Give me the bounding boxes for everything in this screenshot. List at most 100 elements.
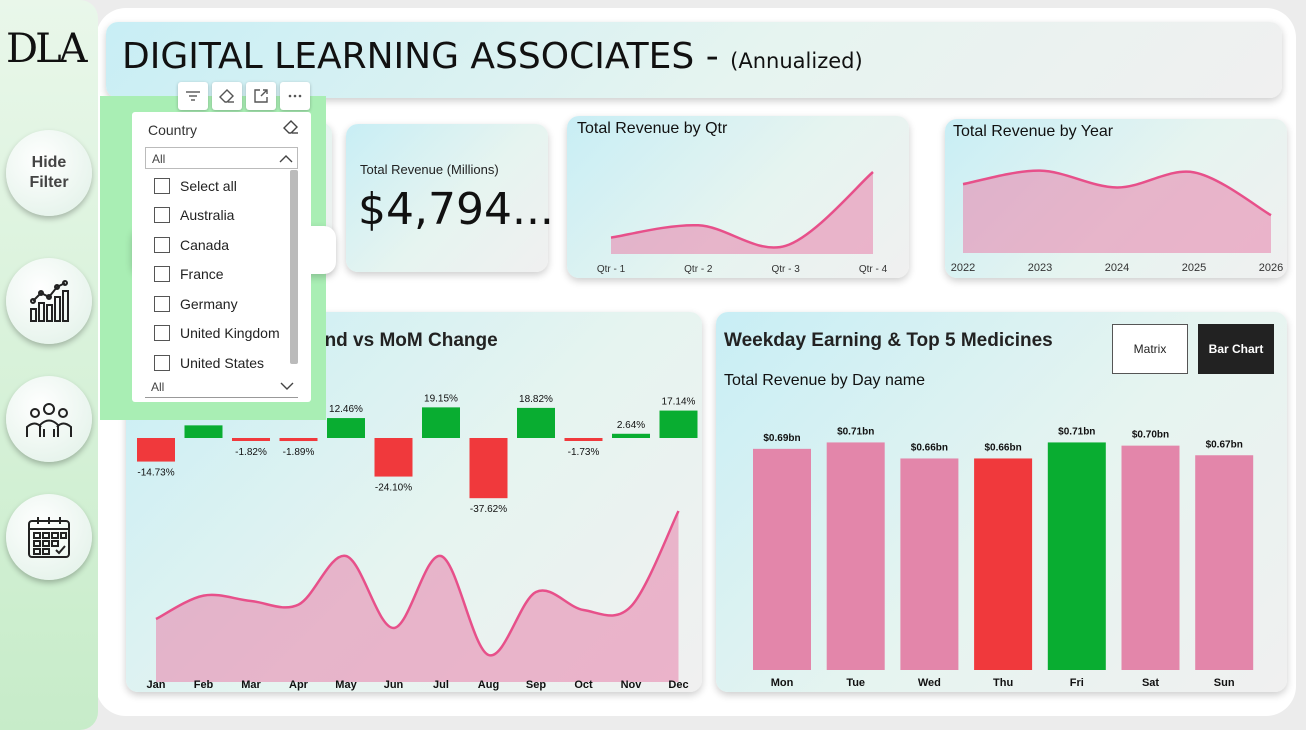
- checkbox[interactable]: [154, 266, 170, 282]
- year-tick-label: 2022: [951, 262, 975, 274]
- weekday-data-label: $0.70bn: [1132, 430, 1169, 441]
- kpi-label: Total Revenue (Millions): [360, 162, 499, 177]
- mom-bar: [279, 438, 318, 442]
- focus-mode-icon[interactable]: [246, 82, 276, 110]
- weekday-data-label: $0.66bn: [911, 442, 948, 453]
- nav-calendar-button[interactable]: [6, 494, 92, 580]
- matrix-toggle-button[interactable]: Matrix: [1112, 324, 1188, 374]
- weekday-day-label: Wed: [918, 677, 941, 689]
- option-france[interactable]: France: [154, 264, 224, 284]
- mom-bar: [469, 438, 508, 499]
- slicer-dropdown-value: All: [152, 152, 166, 166]
- mom-data-label: -1.73%: [568, 447, 600, 458]
- qtr-chart-title: Total Revenue by Qtr: [577, 120, 728, 137]
- weekday-bar: [1121, 445, 1180, 670]
- title-bar: DIGITAL LEARNING ASSOCIATES - (Annualize…: [106, 22, 1282, 98]
- mom-data-label: -1.89%: [283, 447, 315, 458]
- checkbox[interactable]: [154, 237, 170, 253]
- weekday-bar: [974, 458, 1033, 670]
- mom-month-label: Oct: [574, 679, 593, 691]
- qtr-tick-label: Qtr - 4: [859, 264, 888, 275]
- mom-bar: [374, 438, 413, 477]
- mom-month-label: Dec: [668, 679, 688, 691]
- slicer-title: Country: [148, 122, 198, 138]
- option-select-all[interactable]: Select all: [154, 176, 237, 196]
- weekday-bar: [900, 458, 959, 670]
- eraser-icon[interactable]: [212, 82, 242, 110]
- page-subtitle: (Annualized): [730, 49, 863, 73]
- checkbox[interactable]: [154, 325, 170, 341]
- weekday-day-label: Sat: [1142, 677, 1159, 689]
- option-australia[interactable]: Australia: [154, 205, 234, 225]
- mom-month-label: Aug: [478, 679, 499, 691]
- mom-data-label: 17.14%: [662, 397, 696, 408]
- qtr-tick-label: Qtr - 1: [597, 264, 626, 275]
- mom-bar: [517, 407, 555, 438]
- hide-filter-label-2: Filter: [29, 174, 69, 191]
- nav-people-button[interactable]: [6, 376, 92, 462]
- year-line: [962, 169, 1272, 217]
- option-united-states[interactable]: United States: [154, 353, 264, 373]
- nav-sales-button[interactable]: [6, 258, 92, 344]
- more-options-icon[interactable]: [280, 82, 310, 110]
- weekday-chart-subtitle: Total Revenue by Day name: [724, 372, 925, 389]
- mom-data-label: 12.46%: [329, 404, 363, 415]
- kpi-value: $4,794...: [358, 184, 554, 235]
- trend-area: [156, 511, 679, 682]
- chevron-up-icon: [279, 148, 293, 170]
- mom-month-label: Nov: [621, 679, 643, 691]
- weekday-chart-card[interactable]: Weekday Earning & Top 5 Medicines Matrix…: [716, 312, 1287, 692]
- mom-data-label: 2.64%: [617, 420, 645, 431]
- mom-data-label: -1.82%: [235, 447, 267, 458]
- qtr-chart: Qtr - 1 Qtr - 2 Qtr - 3 Qtr - 4: [597, 171, 888, 275]
- bar-chart-toggle-button[interactable]: Bar Chart: [1198, 324, 1274, 374]
- mom-data-label: 18.82%: [519, 394, 553, 405]
- calendar-icon: [28, 517, 70, 558]
- slicer-footer-dropdown[interactable]: All: [145, 376, 298, 398]
- slicer-dropdown[interactable]: All: [145, 147, 298, 169]
- page-title: DIGITAL LEARNING ASSOCIATES - (Annualize…: [122, 36, 863, 77]
- option-united-kingdom[interactable]: United Kingdom: [154, 323, 280, 343]
- year-tick-label: 2026: [1259, 262, 1283, 274]
- hide-filter-button[interactable]: Hide Filter: [6, 130, 92, 216]
- weekday-day-label: Mon: [771, 677, 794, 689]
- weekday-day-label: Tue: [846, 677, 865, 689]
- filter-icon[interactable]: [178, 82, 208, 110]
- checkbox[interactable]: [154, 207, 170, 223]
- mom-bar: [422, 407, 460, 438]
- slicer-options-list: Select all Australia Canada France Germa…: [146, 170, 296, 373]
- weekday-data-label: $0.71bn: [1058, 426, 1095, 437]
- mom-data-label: 19.15%: [424, 393, 458, 404]
- mom-month-label: Sep: [526, 679, 546, 691]
- checkbox[interactable]: [154, 178, 170, 194]
- year-chart-title: Total Revenue by Year: [953, 123, 1114, 140]
- weekday-day-label: Thu: [993, 677, 1013, 689]
- qtr-area: [611, 172, 873, 254]
- line-chart-icon: [30, 280, 69, 322]
- mom-data-label: -24.10%: [375, 483, 412, 494]
- chevron-down-icon: [280, 376, 294, 398]
- weekday-chart-title: Weekday Earning & Top 5 Medicines: [724, 330, 1053, 351]
- mom-chart: -14.73% -1.82% -1.89% 12.46% -24.10% 19.15% -3…: [137, 393, 698, 691]
- mom-data-label: -14.73%: [137, 468, 174, 479]
- mom-bar: [184, 425, 223, 438]
- mom-bar: [137, 438, 175, 462]
- slicer-footer-value: All: [151, 380, 165, 394]
- qtr-chart-card[interactable]: Total Revenue by Qtr Qtr - 1 Qtr - 2 Qtr -…: [567, 116, 909, 278]
- checkbox[interactable]: [154, 355, 170, 371]
- trend-line: [155, 510, 680, 657]
- clear-selection-icon[interactable]: [283, 120, 299, 138]
- mom-bar: [232, 438, 270, 441]
- people-icon: [26, 403, 72, 437]
- mom-month-label: May: [335, 679, 357, 691]
- dla-logo: DLA: [6, 26, 88, 72]
- option-germany[interactable]: Germany: [154, 294, 238, 314]
- slicer-scrollbar[interactable]: [290, 170, 298, 364]
- option-canada[interactable]: Canada: [154, 235, 229, 255]
- kpi-card-total-revenue[interactable]: Total Revenue (Millions) $4,794...: [346, 124, 554, 272]
- checkbox[interactable]: [154, 296, 170, 312]
- weekday-data-label: $0.71bn: [837, 426, 874, 437]
- mom-bar: [659, 410, 698, 438]
- mom-month-label: Mar: [241, 679, 261, 691]
- year-chart-card[interactable]: Total Revenue by Year 2022 2023 2024 2025 20…: [945, 119, 1287, 278]
